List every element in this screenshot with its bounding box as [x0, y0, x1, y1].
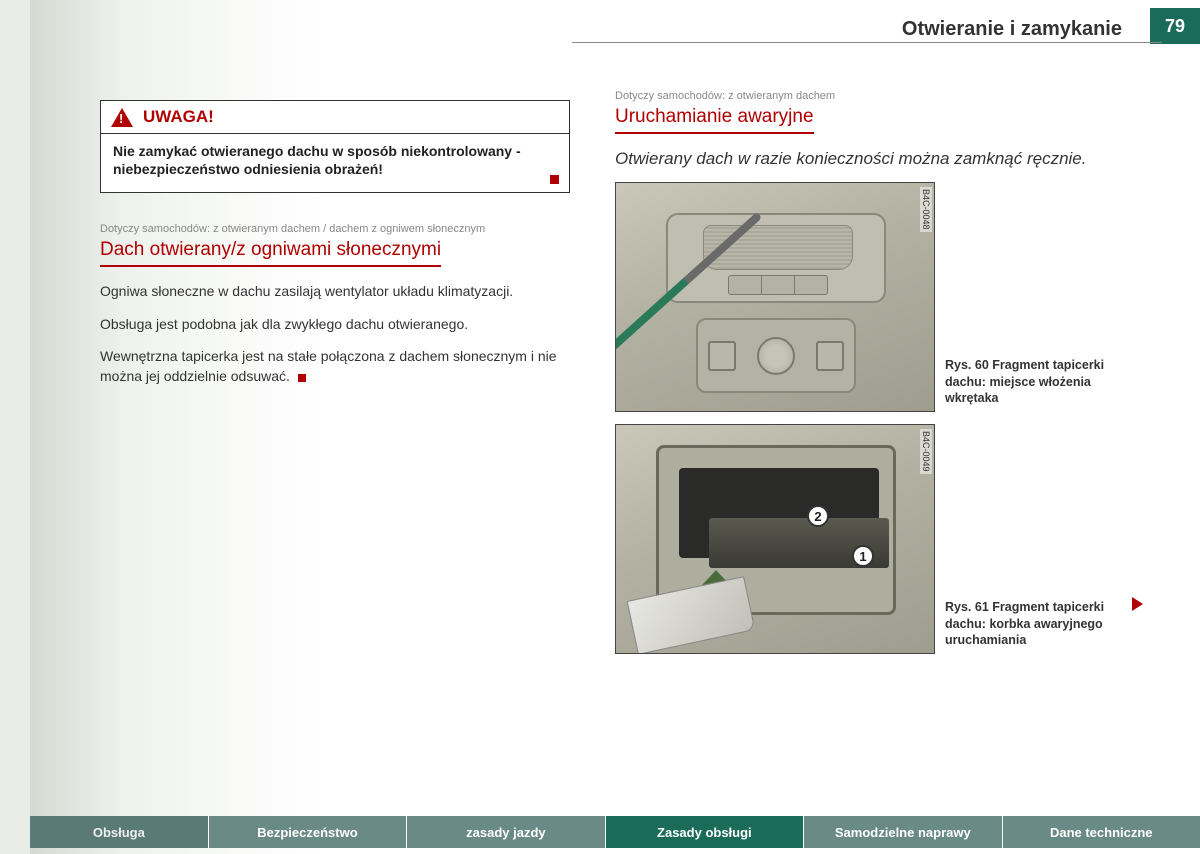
warning-triangle-icon [111, 108, 133, 127]
footer-tab-bar: Obsługa Bezpieczeństwo zasady jazdy Zasa… [30, 816, 1200, 848]
warning-label: UWAGA! [143, 107, 214, 127]
section-header: Otwieranie i zamykanie [902, 18, 1122, 41]
paragraph: Wewnętrzna tapicerka jest na stałe połąc… [100, 346, 570, 387]
panel-button [816, 341, 844, 371]
figure-block: B4C-0048 Rys. 60 Fragment tapicerki dach… [615, 182, 1155, 412]
applies-to-note: Dotyczy samochodów: z otwieranym dachem … [100, 223, 570, 235]
header-rule [572, 42, 1162, 43]
continue-arrow-icon [1132, 597, 1143, 611]
section-subtitle: Otwierany dach w razie konieczności możn… [615, 148, 1155, 170]
figure-label: Rys. 61 [945, 600, 989, 614]
callout-marker: 2 [807, 505, 829, 527]
figure-code: B4C-0048 [920, 187, 932, 232]
paragraph-text: Wewnętrzna tapicerka jest na stałe połąc… [100, 348, 557, 384]
figure-code: B4C-0049 [920, 429, 932, 474]
figure-61-image: 1 2 B4C-0049 [615, 424, 935, 654]
mechanism-cavity [679, 468, 879, 558]
rotary-knob [757, 337, 795, 375]
panel-button [708, 341, 736, 371]
tab-bezpieczenstwo[interactable]: Bezpieczeństwo [209, 816, 407, 848]
figure-label: Rys. 60 [945, 358, 989, 372]
manual-page: Otwieranie i zamykanie 79 UWAGA! Nie zam… [30, 0, 1200, 854]
tab-zasady-obslugi[interactable]: Zasady obsługi [606, 816, 804, 848]
warning-header: UWAGA! [101, 101, 569, 134]
figure-caption: Rys. 61 Fragment tapicerki dachu: korbka… [945, 599, 1120, 654]
right-column: Dotyczy samochodów: z otwieranym dachem … [615, 90, 1155, 666]
light-switch-row [728, 275, 828, 295]
tab-zasady-jazdy[interactable]: zasady jazdy [407, 816, 605, 848]
section-title: Uruchamianie awaryjne [615, 106, 814, 134]
end-mark-icon [298, 374, 306, 382]
figure-block: 1 2 B4C-0049 Rys. 61 Fragment tapicerki … [615, 424, 1155, 654]
page-number: 79 [1150, 8, 1200, 44]
overhead-console [666, 213, 886, 303]
warning-body: Nie zamykać otwieranego dachu w sposób n… [101, 134, 569, 192]
figure-60-image: B4C-0048 [615, 182, 935, 412]
end-mark-icon [550, 175, 559, 184]
callout-marker: 1 [852, 545, 874, 567]
warning-box: UWAGA! Nie zamykać otwieranego dachu w s… [100, 100, 570, 193]
tab-dane-techniczne[interactable]: Dane techniczne [1003, 816, 1200, 848]
paragraph: Ogniwa słoneczne w dachu zasilają wentyl… [100, 281, 570, 301]
paragraph: Obsługa jest podobna jak dla zwykłego da… [100, 314, 570, 334]
section-title: Dach otwierany/z ogniwami słonecznymi [100, 239, 441, 267]
left-column: UWAGA! Nie zamykać otwieranego dachu w s… [100, 100, 570, 399]
sunroof-control-panel [696, 318, 856, 393]
tab-obsluga[interactable]: Obsługa [30, 816, 209, 848]
applies-to-note: Dotyczy samochodów: z otwieranym dachem [615, 90, 1155, 102]
tab-samodzielne-naprawy[interactable]: Samodzielne naprawy [804, 816, 1002, 848]
figure-caption: Rys. 60 Fragment tapicerki dachu: miejsc… [945, 357, 1120, 412]
crank-handle [627, 576, 756, 654]
